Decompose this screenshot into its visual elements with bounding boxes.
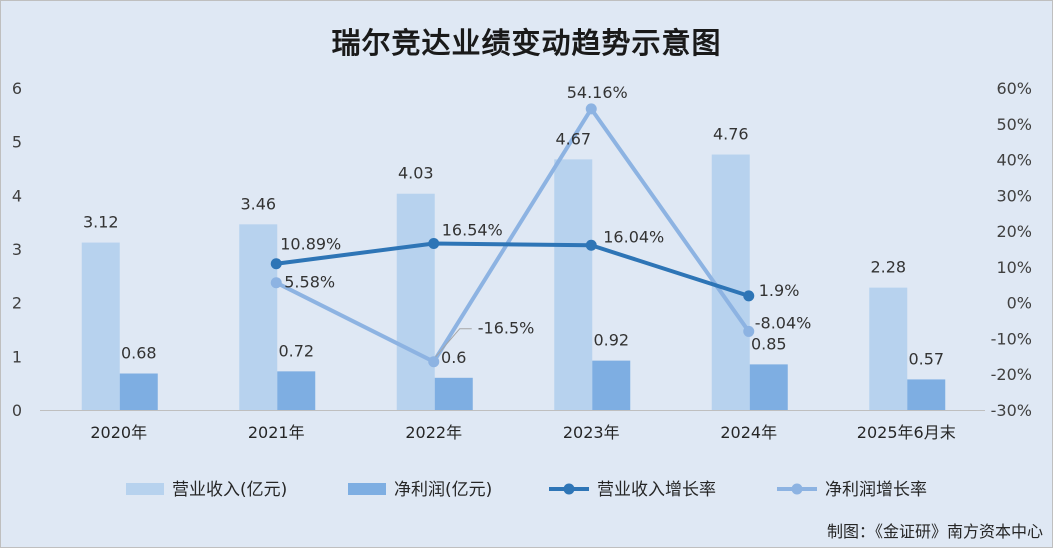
x-tick-label: 2021年 [248,423,305,442]
revenue-growth-point [428,237,440,249]
legend-swatch [126,483,164,495]
axes-layer: 0 1 2 3 4 5 6 -30% -20% -10% 0% 10% 20% 30% 40% 50% 60% 2… [12,79,1032,442]
x-tick-label: 2024年 [720,423,777,442]
profit-bar-label: 0.6 [441,348,466,367]
profit-bar [749,364,788,410]
profit-growth-point [270,277,282,289]
y-left-tick-label: 6 [12,79,22,98]
profit-bar-label: 0.92 [593,331,629,350]
profit-bar [434,377,473,410]
profit-growth-label: -8.04% [755,313,812,332]
y-right-tick-label: 10% [996,258,1032,277]
lines-layer [270,103,755,368]
revenue-growth-point [270,258,282,270]
revenue-growth-point [743,290,755,302]
profit-growth-label: -16.5% [478,319,535,338]
legend-label: 净利润增长率 [825,480,927,500]
y-left-tick-label: 3 [12,240,22,259]
x-tick-label: 2020年 [90,423,147,442]
y-left-tick-label: 5 [12,133,22,152]
profit-bar-label: 0.57 [908,349,944,368]
chart-title: 瑞尔竞达业绩变动趋势示意图 [331,26,722,60]
profit-growth-point [743,325,755,337]
profit-growth-leader-line [435,328,472,358]
legend-label: 营业收入增长率 [597,480,716,500]
revenue-bar [554,159,593,410]
revenue-growth-point [585,239,597,251]
y-right-tick-label: 0% [1007,294,1032,313]
revenue-growth-label: 10.89% [280,235,341,254]
revenue-bar [711,154,750,410]
y-left-tick-label: 2 [12,294,22,313]
y-left-tick-label: 4 [12,186,22,205]
profit-growth-label: 5.58% [284,273,335,292]
y-right-tick-label: 40% [996,151,1032,170]
y-right-tick-label: 20% [996,222,1032,241]
revenue-bar [81,242,120,410]
x-tick-label: 2022年 [405,423,462,442]
legend: 营业收入(亿元) 净利润(亿元) 营业收入增长率 净利润增长率 [126,480,927,500]
source-note: 制图：《金证研》南方资本中心 [826,522,1043,541]
revenue-bar-label: 4.76 [713,125,749,144]
profit-growth-point [585,103,597,115]
x-tick-label: 2025年6月末 [857,423,956,442]
y-left-tick-label: 0 [12,401,22,420]
revenue-bar-label: 4.03 [398,164,434,183]
revenue-bar [869,287,908,410]
legend-label: 净利润(亿元) [394,480,492,500]
profit-growth-label: 54.16% [567,83,628,102]
legend-label: 营业收入(亿元) [172,480,287,500]
profit-growth-point [428,356,440,368]
profit-bar [277,371,316,410]
bars-layer [81,154,946,410]
revenue-growth-label: 1.9% [759,281,800,300]
legend-swatch-marker [791,483,803,495]
revenue-bar-label: 2.28 [870,258,906,277]
y-right-tick-label: -10% [991,329,1032,348]
y-right-tick-label: 50% [996,115,1032,134]
revenue-bar-label: 4.67 [555,129,591,148]
profit-growth-line [274,106,751,364]
profit-bar-label: 0.72 [278,341,314,360]
y-right-tick-label: 60% [996,79,1032,98]
revenue-bar [239,224,278,410]
legend-swatch-marker [563,483,575,495]
labels-layer: 3.12 3.46 4.03 4.67 4.76 2.28 0.68 0.72 0.6 0.92 0… [83,83,944,369]
profit-bar [119,373,158,410]
revenue-bar-label: 3.12 [83,213,119,232]
revenue-growth-label: 16.04% [603,227,664,246]
revenue-growth-label: 16.54% [442,220,503,239]
revenue-bar-label: 3.46 [240,194,276,213]
y-right-tick-label: 30% [996,186,1032,205]
x-tick-label: 2023年 [563,423,620,442]
profit-bar [592,360,631,410]
revenue-bar [396,193,435,410]
profit-bar-label: 0.85 [751,334,787,353]
profit-bar [907,379,946,410]
revenue-growth-line [274,241,751,298]
legend-swatch [348,483,386,495]
profit-bar-label: 0.68 [121,344,157,363]
y-right-tick-label: -20% [991,365,1032,384]
y-left-tick-label: 1 [12,347,22,366]
y-right-tick-label: -30% [991,401,1032,420]
